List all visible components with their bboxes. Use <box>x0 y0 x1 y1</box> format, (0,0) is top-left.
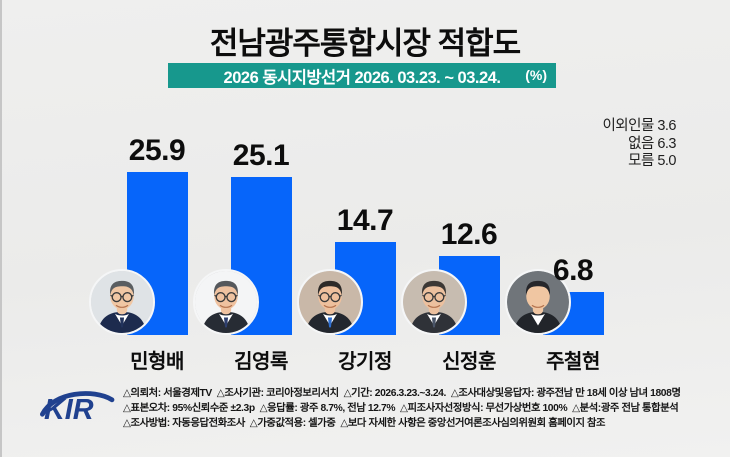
minor-response-line: 없음 6.3 <box>628 135 676 152</box>
minor-responses: 이외인물 3.6 없음 6.3 모름 5.0 <box>602 118 676 171</box>
banner-text: 2026 동시지방선거 2026. 03.23. ~ 03.24. <box>223 68 501 87</box>
candidate-photo <box>89 269 155 335</box>
kir-logo-text: KIR <box>44 394 94 426</box>
candidate-name: 김영록 <box>234 351 288 373</box>
candidate-name: 주철현 <box>546 351 600 373</box>
minor-response-line: 모름 5.0 <box>628 153 676 169</box>
kir-logo-icon: KIR <box>40 391 115 426</box>
bar-value-label: 25.9 <box>128 134 186 167</box>
candidate-photo <box>401 269 467 335</box>
percent-unit-label: (%) <box>525 67 547 83</box>
note-line-3: △조사방법: 자동응답전화조사 △가중값적용: 셀가중 △보다 자세한 사항은 … <box>123 418 606 429</box>
footer: KIR △의뢰처: 서울경제TV △조사기관: 코리아정보리서치 △기간: 20… <box>36 386 681 432</box>
candidate-photo <box>297 269 363 335</box>
candidate-name: 강기정 <box>338 351 392 373</box>
page-title: 전남광주통합시장 적합도 <box>209 26 521 61</box>
bar-value-label: 6.8 <box>552 254 594 287</box>
bar-value-label: 14.7 <box>336 204 394 237</box>
left-edge-line <box>0 0 2 457</box>
methodology-notes: △의뢰처: 서울경제TV △조사기관: 코리아정보리서치 △기간: 2026.3… <box>123 386 681 431</box>
candidate-photo <box>193 269 259 335</box>
note-line-1: △의뢰처: 서울경제TV △조사기관: 코리아정보리서치 △기간: 2026.3… <box>123 388 681 399</box>
candidate-name: 신정훈 <box>442 351 496 373</box>
survey-banner: 2026 동시지방선거 2026. 03.23. ~ 03.24. (%) <box>168 63 556 88</box>
bar-value-label: 25.1 <box>232 139 290 172</box>
bar-value-label: 12.6 <box>440 218 498 251</box>
candidate-photo <box>505 269 571 335</box>
kir-logo: KIR <box>36 387 116 432</box>
note-line-2: △표본오차: 95%신뢰수준 ±2.3p △응답률: 광주 8.7%, 전남 1… <box>123 403 679 414</box>
candidate-name: 민형배 <box>130 351 184 373</box>
minor-response-line: 이외인물 3.6 <box>602 118 676 134</box>
